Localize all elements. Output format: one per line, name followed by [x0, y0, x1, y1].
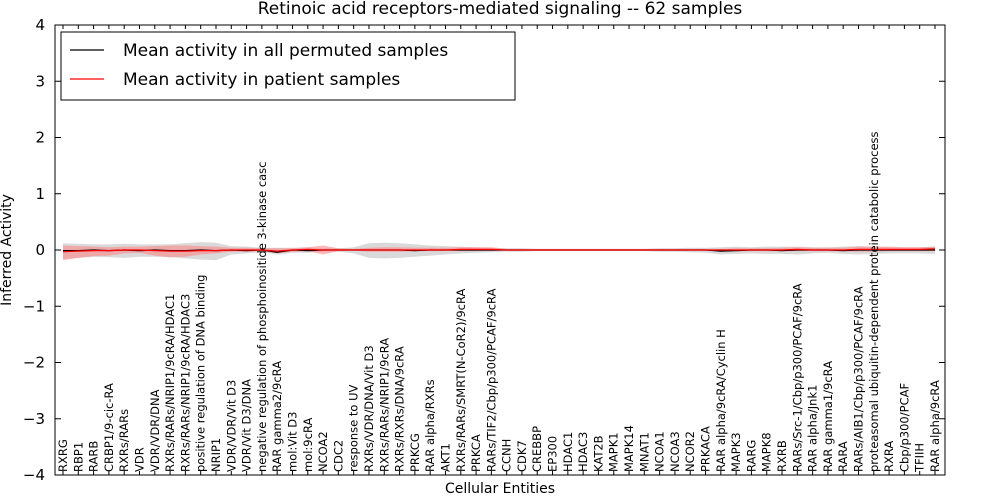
x-axis-label: Cellular Entities [445, 481, 555, 497]
x-tick-label: PRKCG [408, 433, 422, 472]
legend-label-patient: Mean activity in patient samples [123, 70, 400, 90]
x-tick-label: RAR gamma2/9cRA [270, 361, 284, 472]
x-tick-label: RAR alpha/9cRA/Cyclin H [714, 329, 728, 472]
x-tick-label: MNAT1 [637, 432, 651, 472]
x-tick-label: RAR alpha/RXRs [423, 379, 437, 472]
y-tick-label: −4 [23, 466, 45, 484]
y-tick-label: 4 [35, 16, 45, 34]
x-tick-label: RAR alpha/9cRA [928, 380, 942, 472]
x-tick-label: VDR/Vit D3/DNA [240, 379, 254, 472]
x-tick-label: positive regulation of DNA binding [194, 275, 208, 472]
x-tick-label: MAPK14 [622, 425, 636, 472]
x-tick-label: CCNH [500, 439, 514, 472]
x-tick-label: RXRs/RARs/NRIP1/9cRA/HDAC1 [163, 294, 177, 472]
x-tick-label: negative regulation of phosphoinositide … [255, 162, 269, 473]
x-tick-label: mol:Vit D3 [286, 412, 300, 472]
x-tick-label: HDAC3 [576, 432, 590, 472]
x-tick-label: TFIIH [913, 443, 927, 473]
x-axis: RXRG RBP1 RARB CRBP1/9-cic-RA RXRs/RARs VDR VD… [56, 25, 942, 475]
x-tick-label: mol:9cRA [301, 418, 315, 472]
x-tick-label: RAR alpha/Jnk1 [806, 385, 820, 472]
x-tick-label: PRKACA [699, 426, 713, 472]
x-tick-label: RARB [87, 441, 101, 472]
x-tick-label: RXRG [56, 439, 70, 472]
x-tick-label: PRKCA [469, 434, 483, 472]
series-line-patient [62, 248, 936, 253]
x-tick-label: RAR gamma1/9cRA [821, 361, 835, 472]
x-tick-label: MAPK3 [729, 432, 743, 472]
legend-box [60, 31, 516, 101]
x-tick-label: RBP1 [71, 442, 85, 472]
y-axis-label: Inferred Activity [0, 194, 15, 306]
y-tick-label: −3 [23, 410, 45, 428]
legend-label-permuted: Mean activity in all permuted samples [123, 41, 448, 61]
x-tick-label: Cbp/p300/PCAF [897, 383, 911, 472]
x-tick-label: response to UV [347, 384, 361, 472]
x-tick-label: RXRs/RXRs/DNA/9cRA [393, 346, 407, 472]
x-tick-label: RXRs/RARs [117, 409, 131, 472]
y-tick-label: 2 [35, 129, 45, 147]
y-tick-label: 3 [35, 72, 45, 90]
x-tick-label: RARA [836, 441, 850, 472]
x-tick-label: RARs/Src-1/Cbp/p300/PCAF/9cRA [790, 283, 804, 472]
x-tick-label: VDR/VDR/DNA [148, 389, 162, 472]
x-tick-label: HDAC1 [561, 432, 575, 472]
y-tick-label: 0 [35, 241, 45, 259]
x-tick-label: RARs/TIF2/Cbp/p300/PCAF/9cRA [484, 288, 498, 472]
x-tick-label: RARs/AIB1/Cbp/p300/PCAF/9cRA [852, 286, 866, 472]
x-tick-label: NCOA1 [653, 431, 667, 472]
x-tick-label: AKT1 [439, 443, 453, 472]
x-tick-label: CDC2 [331, 440, 345, 472]
chart-title: Retinoic acid receptors-mediated signali… [258, 0, 743, 19]
x-tick-label: proteasomal ubiquitin-dependent protein … [867, 131, 881, 472]
x-tick-label: CDK7 [515, 440, 529, 472]
band-permuted [63, 242, 935, 261]
x-tick-label: RARG [744, 440, 758, 472]
x-tick-label: MAPK1 [607, 432, 621, 472]
x-tick-label: RXRA [882, 441, 896, 472]
x-tick-label: RXRB [775, 440, 789, 472]
x-tick-label: NCOR2 [683, 431, 697, 472]
x-tick-label: RXRs/RARs/NRIP1/9cRA/HDAC3 [178, 294, 192, 472]
x-tick-label: NRIP1 [209, 438, 223, 472]
x-tick-label: MAPK8 [760, 432, 774, 472]
x-tick-label: CREBBP [530, 426, 544, 472]
y-tick-label: −1 [23, 297, 45, 315]
x-tick-label: VDR/VDR/Vit D3 [224, 380, 238, 472]
x-tick-label: NCOA3 [668, 431, 682, 472]
x-tick-label: KAT2B [591, 435, 605, 472]
y-axis: −4 −3 −2 −1 0 1 2 3 4 [23, 16, 945, 484]
band-patient [63, 245, 935, 261]
x-tick-label: CRBP1/9-cic-RA [102, 383, 116, 472]
mean-lines [62, 248, 936, 253]
y-tick-label: 1 [35, 185, 45, 203]
x-tick-label: VDR [133, 447, 147, 472]
y-tick-label: −2 [23, 354, 45, 372]
x-tick-label: RXRs/RARs/NRIP1/9cRA [377, 338, 391, 472]
x-tick-label: RXRs/RARs/SMRT(N-CoR2)/9cRA [454, 288, 468, 472]
x-tick-label: RXRs/VDR/DNA/Vit D3 [362, 345, 376, 472]
legend: Mean activity in all permuted samples Me… [60, 31, 516, 101]
x-tick-label: EP300 [546, 436, 560, 472]
confidence-bands [63, 242, 935, 261]
x-tick-label: NCOA2 [316, 431, 330, 472]
